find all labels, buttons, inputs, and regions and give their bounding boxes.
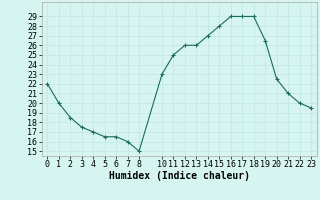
X-axis label: Humidex (Indice chaleur): Humidex (Indice chaleur) <box>109 171 250 181</box>
